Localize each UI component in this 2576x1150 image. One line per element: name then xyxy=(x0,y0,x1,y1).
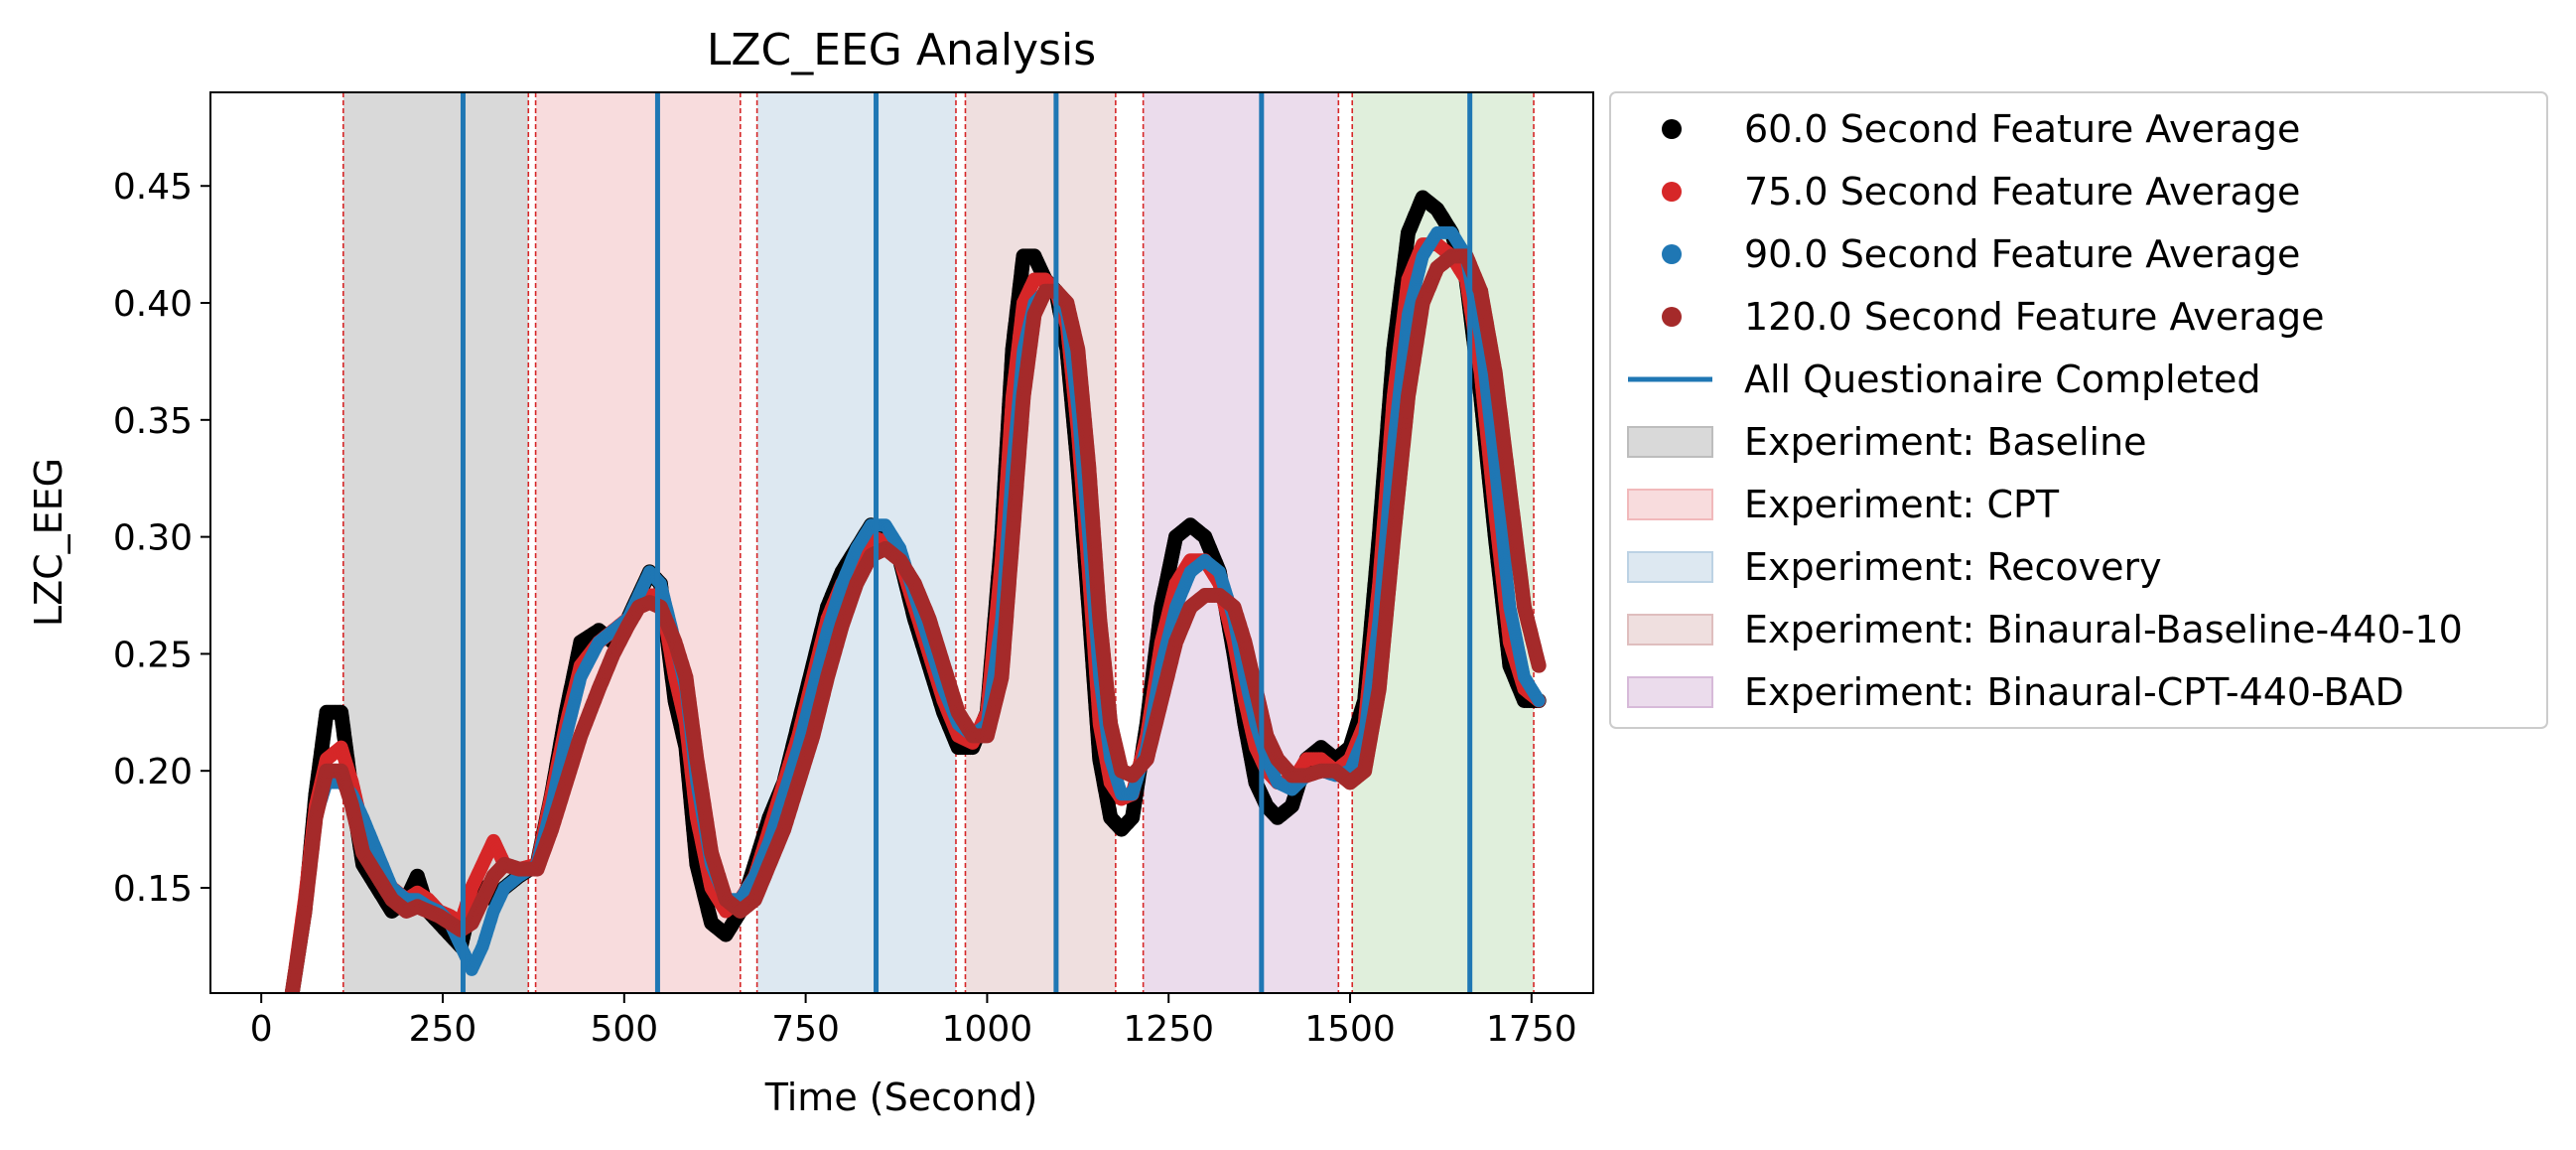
lzc-eeg-chart: 0 250 500 750 1000 1250 1500 17500.150.200.250.… xyxy=(27,25,2548,1119)
